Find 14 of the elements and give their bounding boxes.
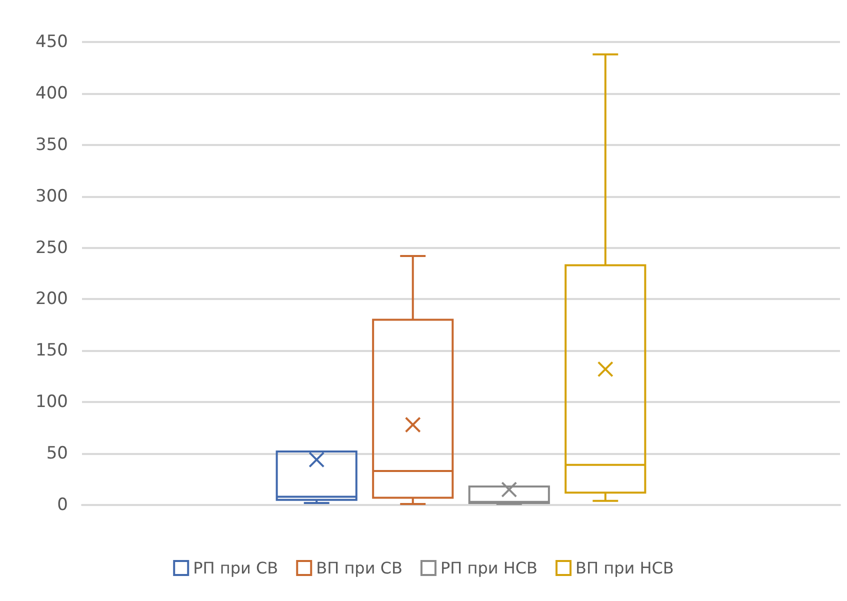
legend-label: ВП при СВ bbox=[316, 558, 402, 578]
y-tick-label: 150 bbox=[36, 340, 68, 361]
y-tick-label: 0 bbox=[57, 495, 68, 515]
y-tick-label: 250 bbox=[36, 238, 68, 258]
y-tick-label: 350 bbox=[36, 134, 68, 155]
legend-label: РП при СВ bbox=[193, 558, 278, 578]
y-tick-label: 300 bbox=[36, 186, 68, 206]
legend-label: РП при НСВ bbox=[440, 558, 538, 578]
y-tick-label: 100 bbox=[36, 392, 68, 412]
y-tick-label: 200 bbox=[36, 289, 68, 310]
legend-label: ВП при НСВ bbox=[576, 558, 674, 578]
y-tick-label: 400 bbox=[36, 83, 68, 104]
y-tick-label: 450 bbox=[36, 32, 68, 52]
y-tick-label: 50 bbox=[46, 444, 68, 464]
